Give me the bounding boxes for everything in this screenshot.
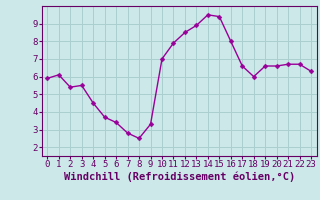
X-axis label: Windchill (Refroidissement éolien,°C): Windchill (Refroidissement éolien,°C) bbox=[64, 172, 295, 182]
